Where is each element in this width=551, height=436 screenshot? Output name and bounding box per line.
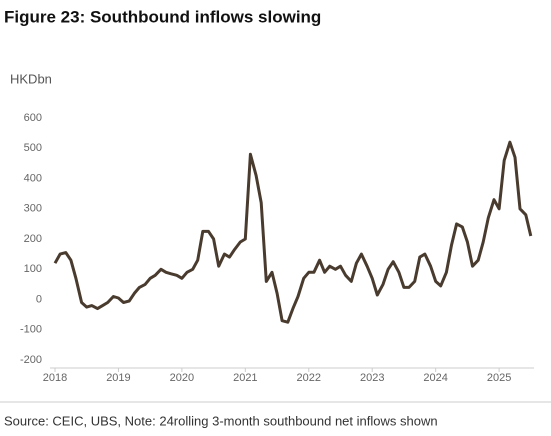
x-tick-label: 2018 [43, 372, 67, 384]
y-tick-label: 200 [24, 233, 42, 245]
y-tick-label: 400 [24, 172, 42, 184]
x-tick-label: 2024 [423, 372, 447, 384]
line-series [53, 140, 533, 324]
y-tick-label: -200 [20, 354, 42, 366]
y-tick-label: 500 [24, 142, 42, 154]
x-tick-label: 2023 [360, 372, 384, 384]
chart-title: Figure 23: Southbound inflows slowing [4, 7, 321, 26]
y-tick-label: 600 [24, 112, 42, 124]
y-tick-label: -100 [20, 324, 42, 336]
y-tick-label: 300 [24, 203, 42, 215]
y-tick-label: 0 [36, 293, 42, 305]
y-tick-label: 100 [24, 263, 42, 275]
y-axis-label: HKDbn [10, 71, 52, 86]
x-tick-label: 2022 [297, 372, 321, 384]
source-note: Source: CEIC, UBS, Note: 24rolling 3-mon… [4, 413, 438, 428]
x-tick-label: 2021 [233, 372, 257, 384]
x-tick-label: 2020 [170, 372, 194, 384]
x-tick-label: 2025 [487, 372, 511, 384]
x-tick-label: 2019 [106, 372, 130, 384]
